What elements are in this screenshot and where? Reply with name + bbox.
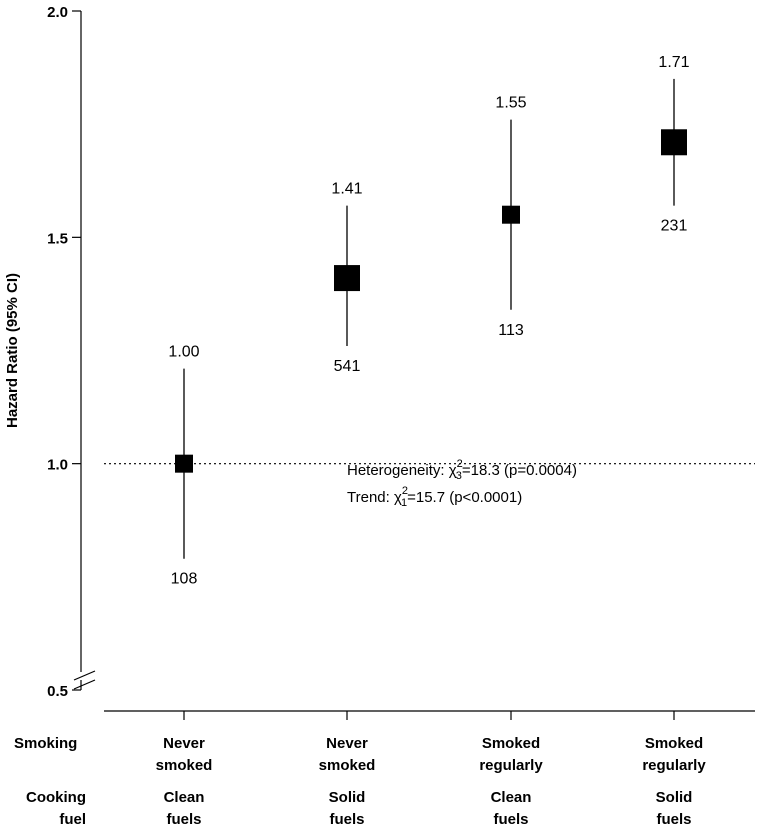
fuel-label-clean-1: Clean fuels bbox=[163, 789, 205, 828]
y-tick-label: 2.0 bbox=[47, 4, 68, 21]
hr-marker bbox=[175, 454, 193, 473]
cooking-fuel-row-label: Cooking fuel bbox=[26, 789, 86, 828]
axis-break-mark bbox=[73, 670, 96, 681]
case-count-label: 231 bbox=[661, 218, 688, 235]
fuel-label-clean-2: Clean fuels bbox=[490, 789, 532, 828]
y-tick-label: 1.5 bbox=[47, 230, 68, 247]
fuel-label-solid-1: Solid fuels bbox=[328, 789, 366, 828]
axis-break-mark bbox=[73, 679, 96, 690]
y-axis-title: Hazard Ratio (95% CI) bbox=[4, 273, 21, 428]
trend-annotation: Trend: χ21=15.7 (p<0.0001) bbox=[347, 485, 523, 509]
smoking-label-never-2: Never smoked bbox=[318, 735, 376, 774]
smoking-label-regular-1: Smoked regularly bbox=[479, 735, 543, 774]
fuel-label-solid-2: Solid fuels bbox=[655, 789, 693, 828]
hr-marker bbox=[502, 205, 520, 224]
hr-value-label: 1.00 bbox=[168, 344, 199, 361]
smoking-row-label: Smoking bbox=[14, 735, 78, 752]
case-count-label: 113 bbox=[498, 322, 524, 339]
case-count-label: 541 bbox=[334, 358, 361, 375]
case-count-label: 108 bbox=[171, 571, 198, 588]
hr-marker bbox=[661, 129, 687, 156]
smoking-label-regular-2: Smoked regularly bbox=[642, 735, 706, 774]
y-tick-label: 1.0 bbox=[47, 457, 68, 474]
hr-value-label: 1.41 bbox=[331, 181, 362, 198]
hr-value-label: 1.55 bbox=[495, 95, 526, 112]
hr-value-label: 1.71 bbox=[658, 54, 689, 71]
heterogeneity-annotation: Heterogeneity: χ23=18.3 (p=0.0004) bbox=[347, 458, 577, 482]
hr-marker bbox=[334, 265, 360, 292]
smoking-label-never-1: Never smoked bbox=[155, 735, 213, 774]
y-tick-label: 0.5 bbox=[47, 683, 68, 700]
